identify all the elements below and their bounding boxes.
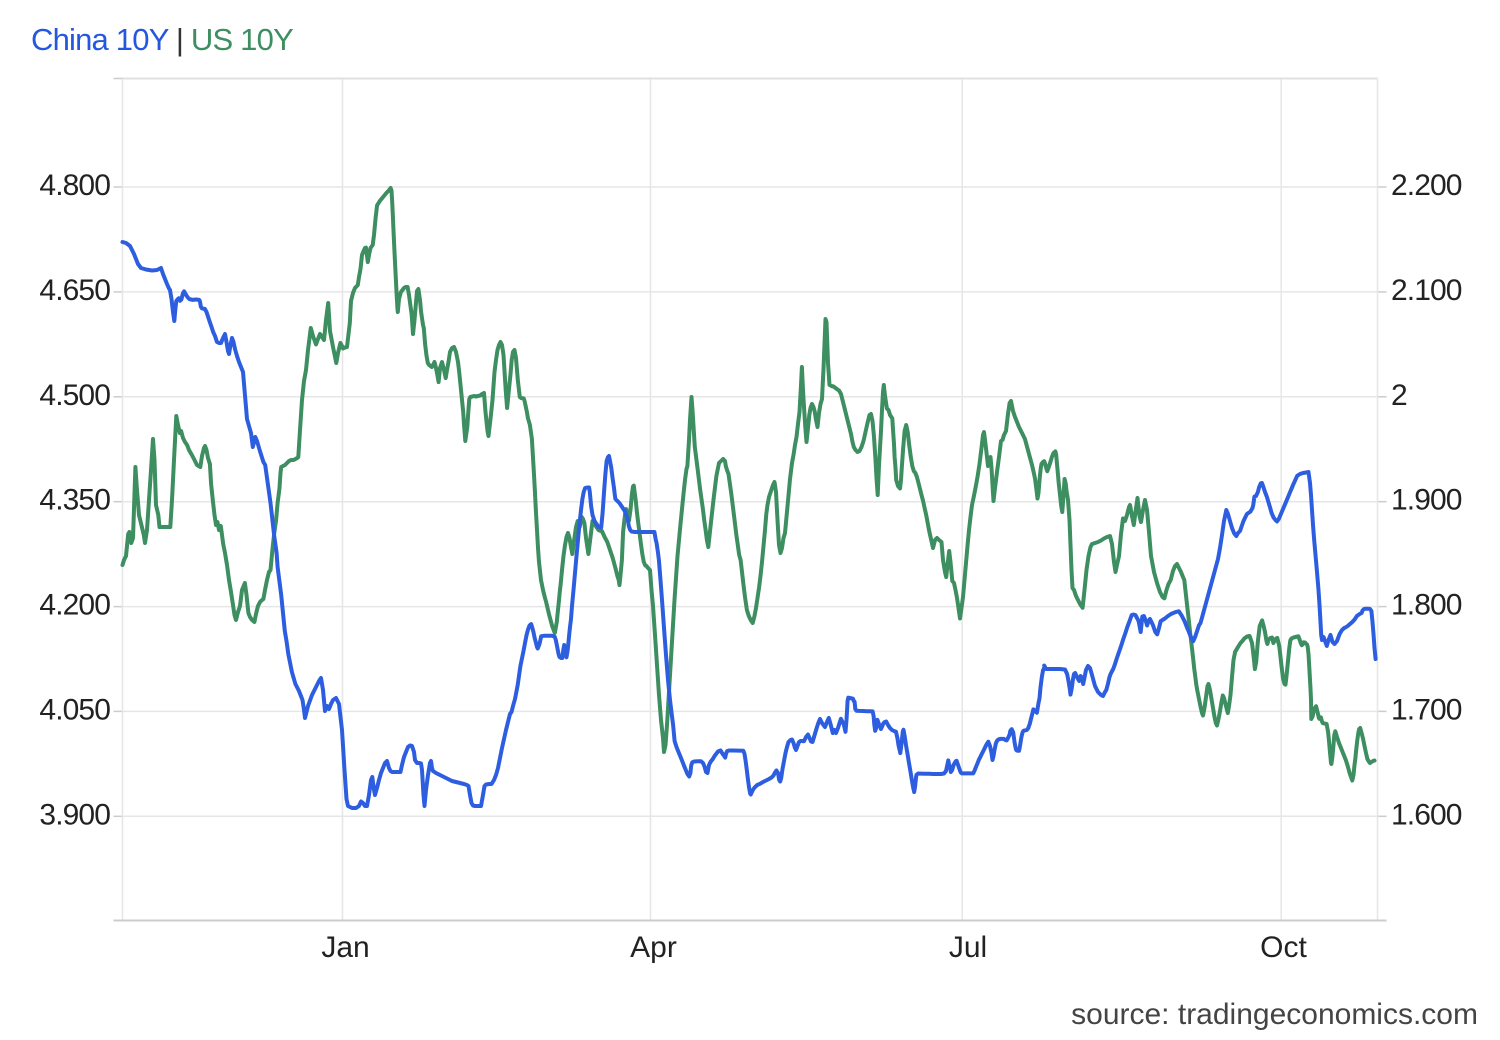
svg-text:Jan: Jan [321, 931, 369, 964]
svg-text:4.800: 4.800 [39, 169, 110, 202]
svg-text:4.050: 4.050 [39, 693, 110, 726]
svg-text:4.650: 4.650 [39, 274, 110, 307]
svg-text:source: tradingeconomics.com: source: tradingeconomics.com [1071, 998, 1478, 1031]
svg-text:1.600: 1.600 [1391, 798, 1462, 831]
svg-text:Oct: Oct [1260, 931, 1307, 964]
svg-text:1.900: 1.900 [1391, 484, 1462, 517]
svg-text:4.500: 4.500 [39, 379, 110, 412]
svg-text:2.200: 2.200 [1391, 169, 1462, 202]
svg-text:1.700: 1.700 [1391, 693, 1462, 726]
svg-text:China 10Y | US 10Y: China 10Y | US 10Y [31, 22, 293, 57]
svg-text:2.100: 2.100 [1391, 274, 1462, 307]
svg-text:2: 2 [1391, 379, 1407, 412]
svg-text:4.200: 4.200 [39, 589, 110, 622]
svg-text:Apr: Apr [630, 931, 677, 964]
svg-text:3.900: 3.900 [39, 798, 110, 831]
svg-text:4.350: 4.350 [39, 484, 110, 517]
svg-text:1.800: 1.800 [1391, 589, 1462, 622]
svg-text:Jul: Jul [949, 931, 987, 964]
